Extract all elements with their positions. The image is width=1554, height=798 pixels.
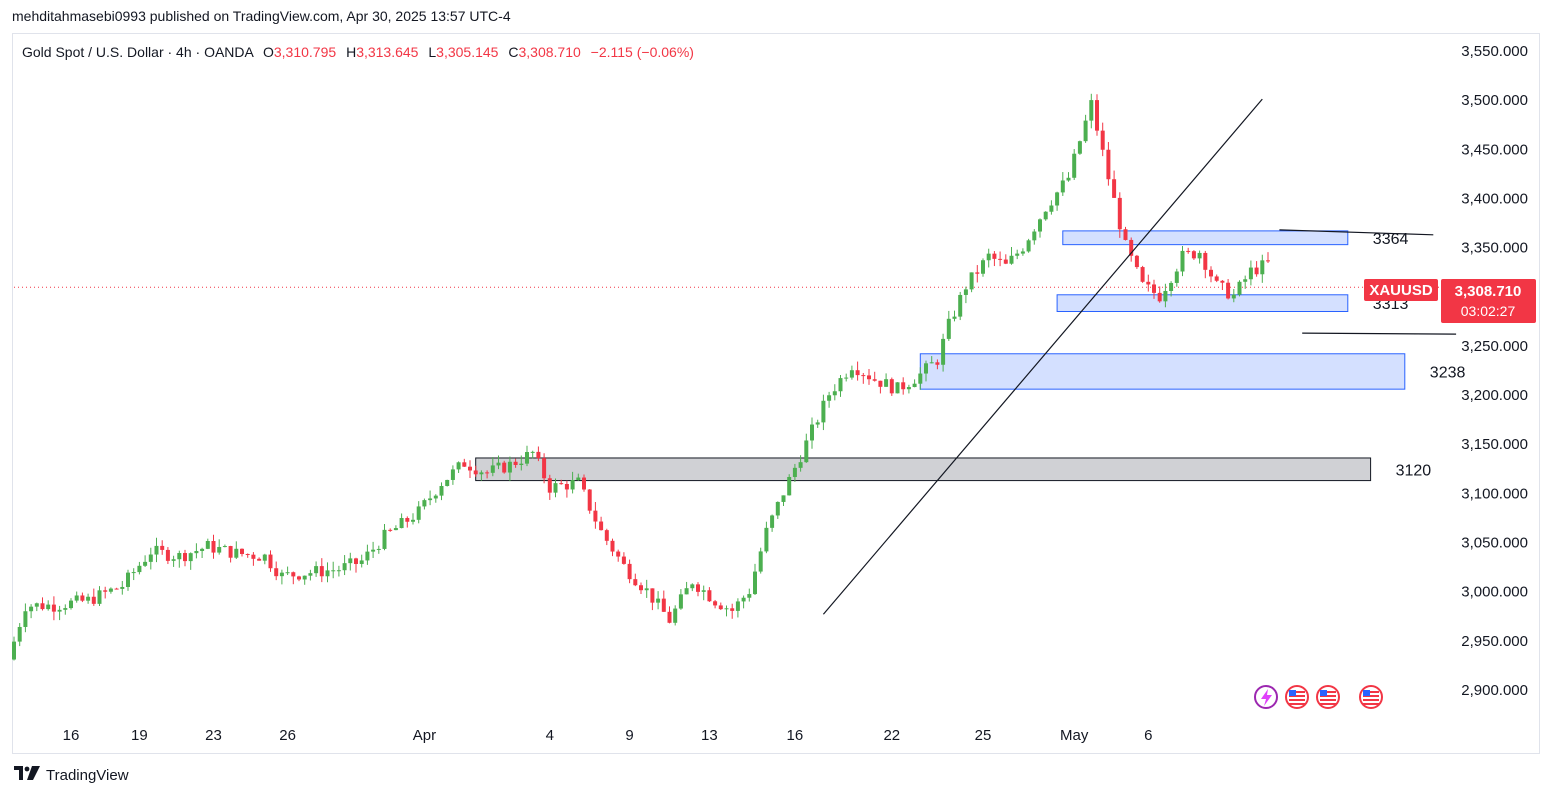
legend-change: −2.115 (−0.06%) bbox=[590, 44, 694, 60]
tradingview-logo-icon bbox=[14, 766, 40, 784]
legend-high-label: H bbox=[346, 44, 357, 60]
legend-high-value: 3,313.645 bbox=[356, 44, 419, 60]
chart-frame[interactable] bbox=[12, 33, 1540, 754]
published-line: mehditahmasebi0993 published on TradingV… bbox=[12, 8, 511, 24]
chart-legend: Gold Spot / U.S. Dollar · 4h · OANDA O3,… bbox=[22, 44, 694, 60]
legend-open-label: O bbox=[262, 44, 274, 60]
tradingview-label: TradingView bbox=[46, 766, 129, 784]
legend-symbol: Gold Spot / U.S. Dollar · 4h · OANDA bbox=[22, 44, 254, 60]
legend-close-value: 3,308.710 bbox=[518, 44, 581, 60]
legend-open-value: 3,310.795 bbox=[273, 44, 337, 60]
tradingview-brand[interactable]: TradingView bbox=[14, 766, 129, 784]
legend-low-label: L bbox=[428, 44, 437, 60]
legend-low-value: 3,305.145 bbox=[436, 44, 499, 60]
legend-close-label: C bbox=[508, 44, 519, 60]
